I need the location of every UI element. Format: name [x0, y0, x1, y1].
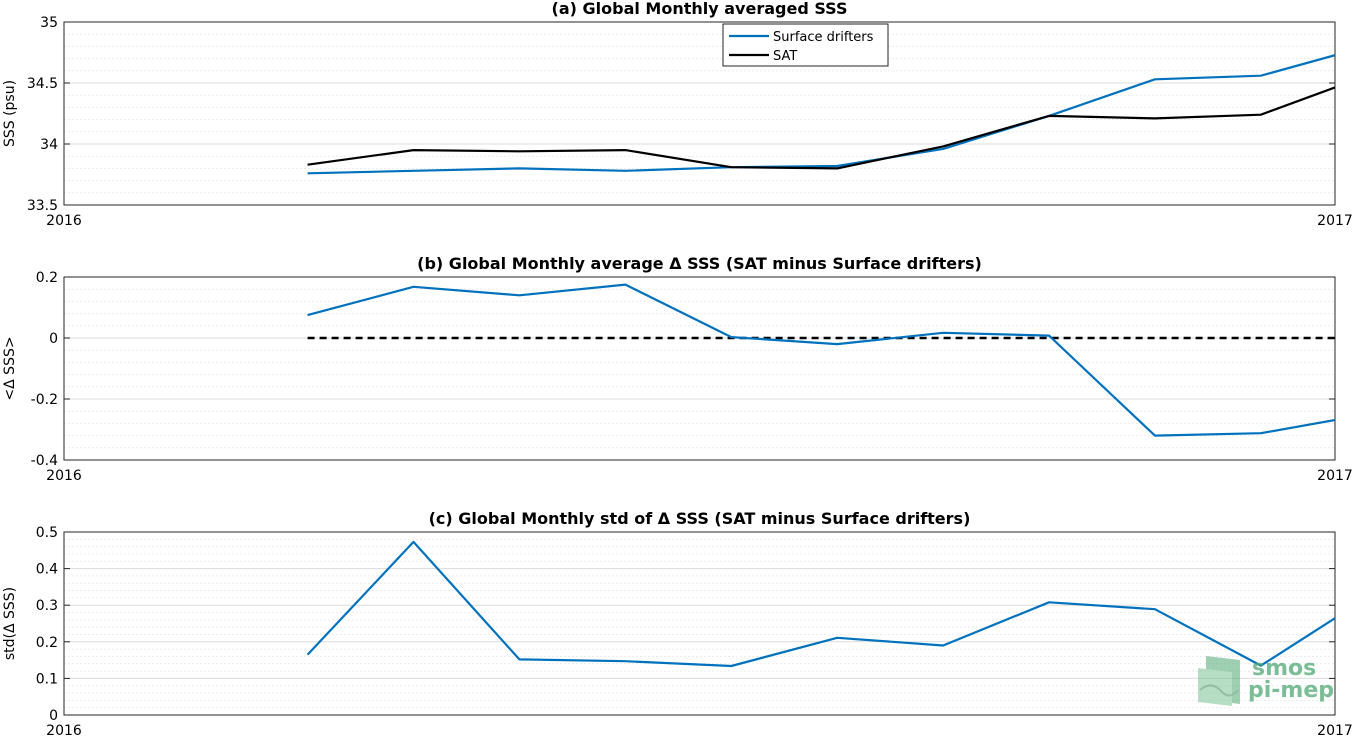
series-line-sat — [307, 86, 1335, 170]
x-tick-label: 2017 — [1317, 213, 1353, 229]
series-line-0 — [306, 540, 1335, 668]
y-tick-label: -0.2 — [31, 392, 58, 408]
x-tick-label: 2017 — [1317, 468, 1353, 484]
x-tick-label: 2016 — [46, 723, 82, 737]
y-tick-label: 0.1 — [36, 671, 58, 687]
panel-b: -0.4 -0.2 0 0.2 2016 2017 (b) Global Monthly a… — [2, 254, 1353, 484]
axes-box — [63, 21, 1336, 206]
y-tick-label: 0 — [49, 708, 58, 724]
y-axis-label: std(Δ SSS) — [2, 587, 18, 660]
series-line-0 — [307, 283, 1335, 437]
y-tick-label: 0.4 — [36, 562, 58, 578]
panel-c: 0 0.1 0.2 0.3 0.4 0.5 2016 2017 (c) Global Month… — [2, 509, 1353, 737]
y-tick-label: 34.5 — [27, 76, 58, 92]
axes-box — [63, 531, 1336, 716]
axes-box — [63, 276, 1336, 461]
y-tick-label: 34 — [40, 137, 58, 153]
chart-title: (c) Global Monthly std of Δ SSS (SAT min… — [429, 509, 971, 528]
y-tick-label: 0 — [49, 331, 58, 347]
y-tick-label: 33.5 — [27, 198, 58, 214]
y-tick-label: -0.4 — [31, 453, 58, 469]
watermark-line2: pi-mep — [1248, 678, 1334, 703]
chart-title: (a) Global Monthly averaged SSS — [552, 0, 848, 18]
smos-logo-icon — [1198, 656, 1240, 706]
y-tick-label: 0.3 — [36, 598, 58, 614]
chart-title: (b) Global Monthly average Δ SSS (SAT mi… — [417, 254, 982, 273]
y-axis-label: SSS (psu) — [2, 80, 18, 147]
watermark-line1: smos — [1252, 656, 1316, 681]
y-tick-label: 0.2 — [36, 270, 58, 286]
y-tick-label: 35 — [40, 15, 58, 31]
x-tick-label: 2017 — [1317, 723, 1353, 737]
legend-label: Surface drifters — [773, 30, 874, 45]
x-tick-label: 2016 — [46, 468, 82, 484]
legend-label: SAT — [773, 49, 797, 64]
x-tick-label: 2016 — [46, 213, 82, 229]
panel-a: 33.5 34 34.5 35 2016 2017 (a) Global Monthly a… — [2, 0, 1353, 229]
y-tick-label: 0.5 — [36, 525, 58, 541]
y-tick-label: 0.2 — [36, 635, 58, 651]
watermark-logo: smos pi-mep — [1198, 656, 1334, 706]
legend-box — [722, 23, 889, 67]
y-axis-label: <Δ SSS> — [2, 336, 18, 400]
